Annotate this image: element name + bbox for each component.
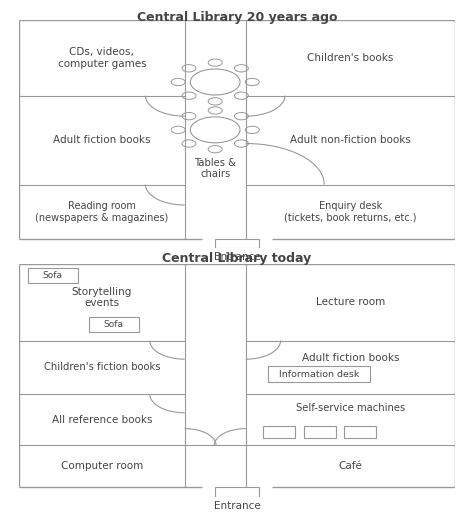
Bar [267, 366, 370, 382]
Bar [215, 239, 259, 248]
Text: Central Library 20 years ago: Central Library 20 years ago [137, 11, 337, 25]
Text: Reading room
(newspapers & magazines): Reading room (newspapers & magazines) [35, 201, 168, 223]
Text: Adult non-fiction books: Adult non-fiction books [290, 135, 411, 145]
Text: Children's books: Children's books [307, 53, 393, 63]
Text: Sofa: Sofa [104, 321, 124, 329]
Bar [263, 425, 295, 438]
Text: Adult fiction books: Adult fiction books [301, 353, 399, 363]
Text: CDs, videos,
computer games: CDs, videos, computer games [57, 47, 146, 69]
Bar [304, 425, 336, 438]
Text: Computer room: Computer room [61, 461, 143, 472]
Text: Café: Café [338, 461, 362, 472]
Text: Enquiry desk
(tickets, book returns, etc.): Enquiry desk (tickets, book returns, etc… [284, 201, 417, 223]
Bar [344, 425, 376, 438]
Text: Adult fiction books: Adult fiction books [53, 135, 151, 145]
Text: Information desk: Information desk [279, 370, 359, 379]
Bar [89, 317, 139, 332]
Text: Central Library today: Central Library today [163, 252, 311, 265]
Text: Tables &
chairs: Tables & chairs [194, 158, 236, 179]
Text: Lecture room: Lecture room [316, 297, 385, 307]
Text: Self-service machines: Self-service machines [296, 403, 405, 413]
Bar [215, 487, 259, 497]
Text: Entrance: Entrance [214, 501, 260, 511]
Bar [27, 268, 78, 284]
Text: Storytelling
events: Storytelling events [72, 287, 132, 308]
Text: Sofa: Sofa [43, 271, 63, 281]
Text: All reference books: All reference books [52, 415, 152, 425]
Text: Children's fiction books: Children's fiction books [44, 362, 160, 372]
Text: Entrance: Entrance [214, 252, 260, 263]
